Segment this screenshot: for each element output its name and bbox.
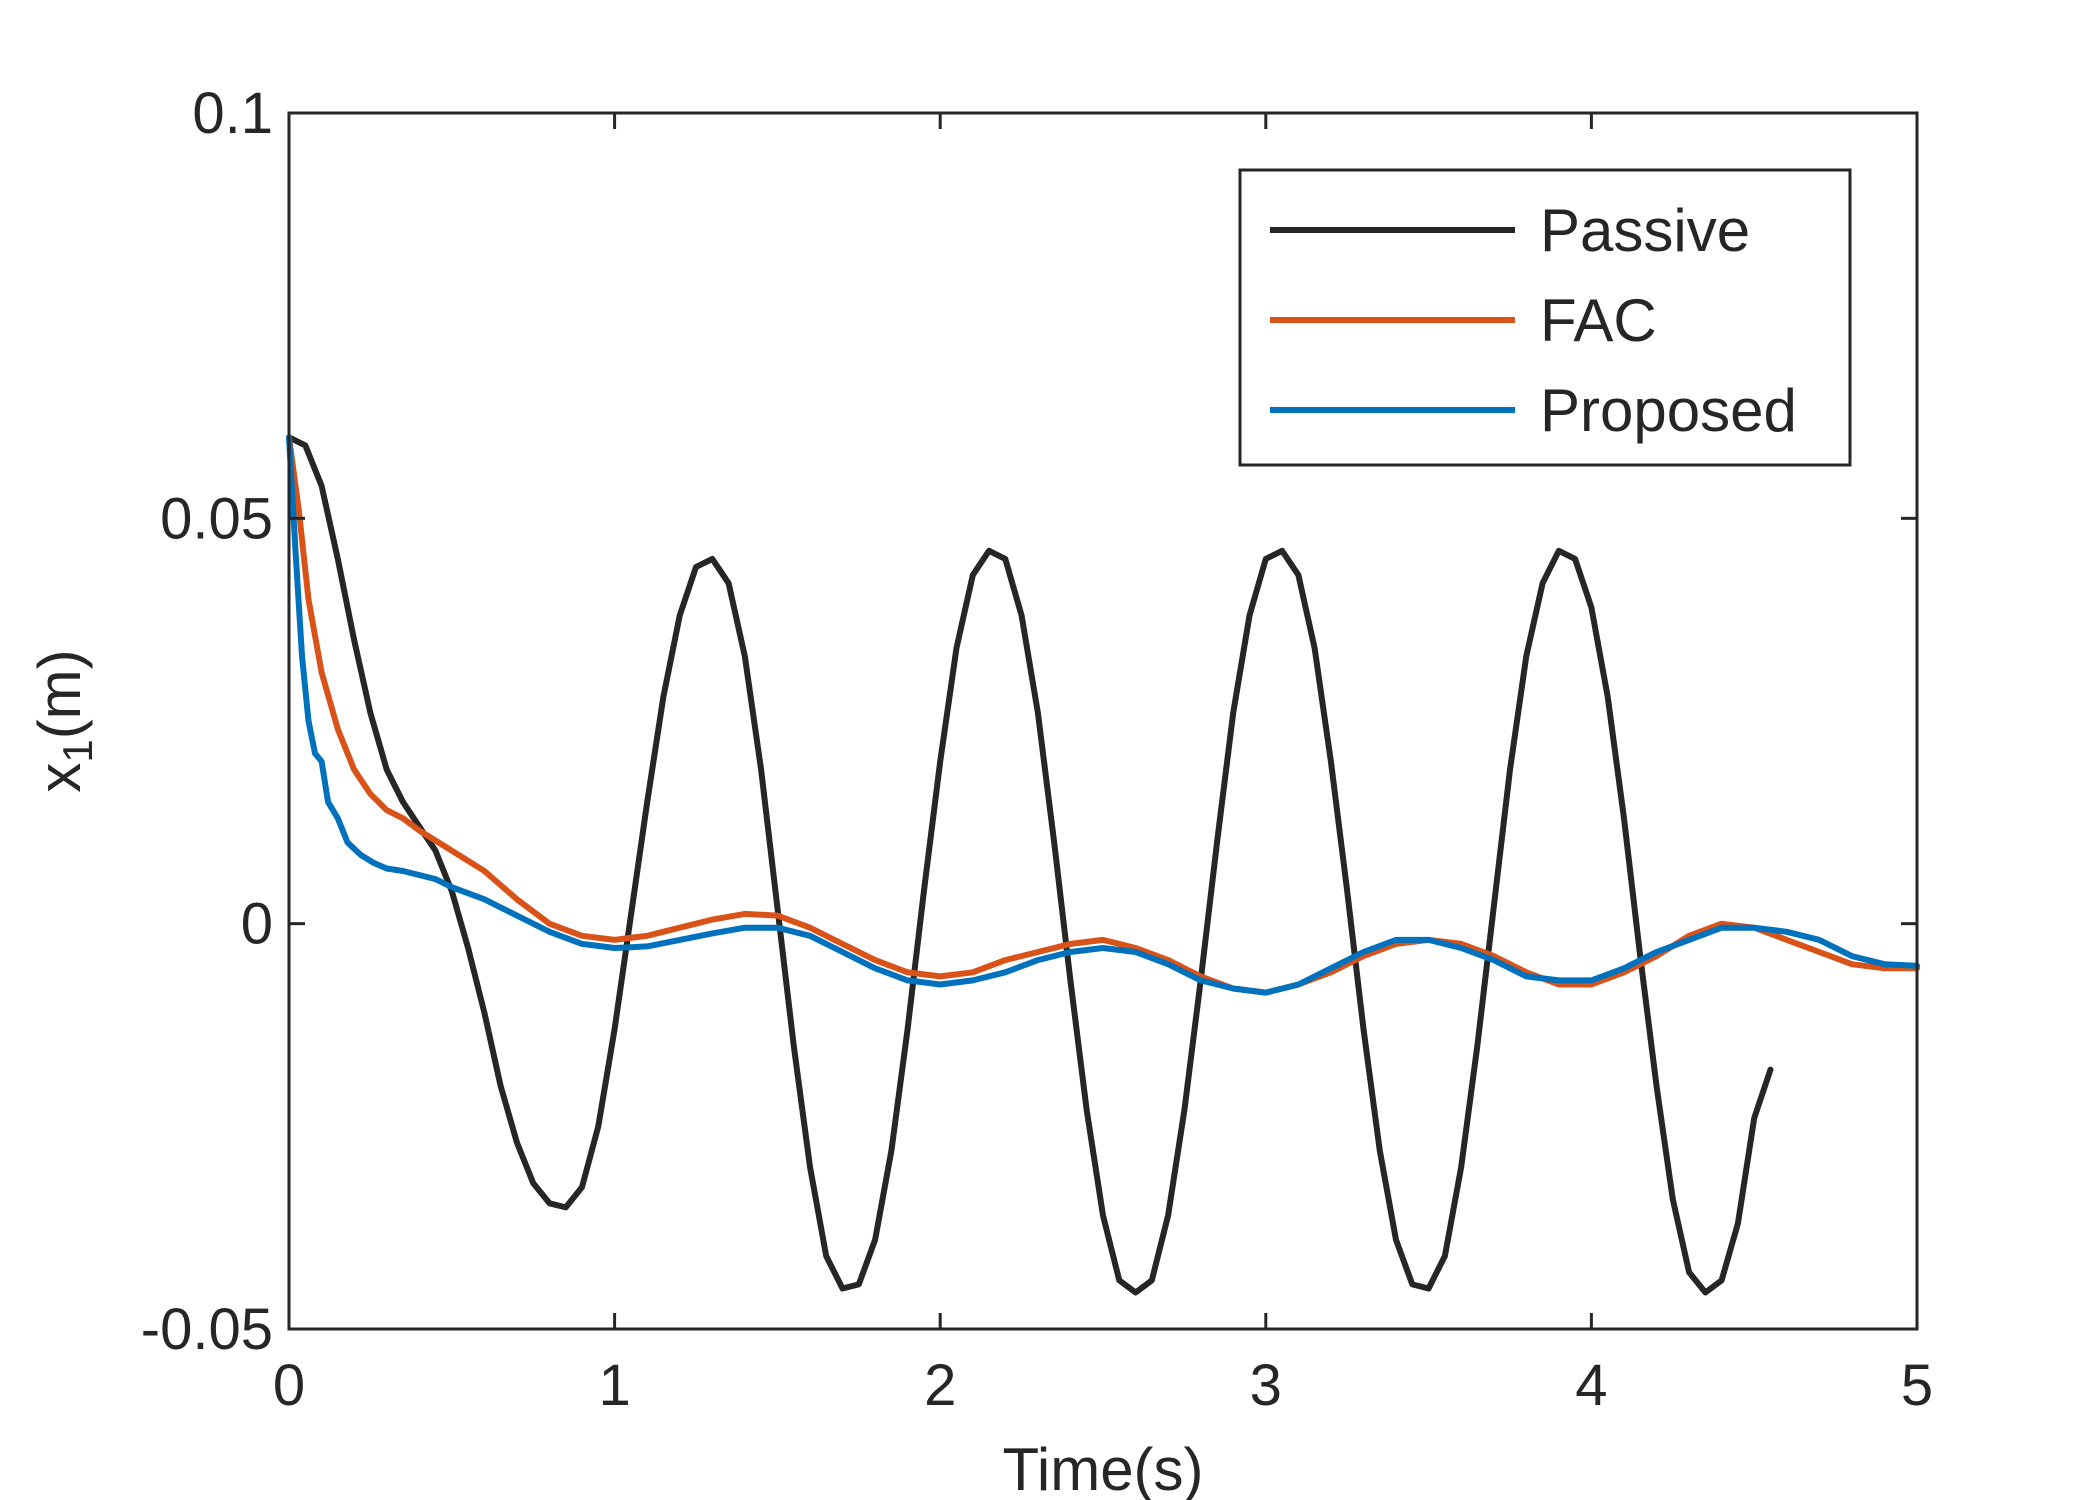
legend-label-proposed: Proposed xyxy=(1540,377,1797,444)
x-tick-label: 3 xyxy=(1250,1353,1282,1418)
y-tick-label: 0.05 xyxy=(160,486,273,551)
legend-label-fac: FAC xyxy=(1540,287,1657,354)
legend: Passive FAC Proposed xyxy=(1238,168,1852,467)
plot-area-frame xyxy=(287,111,1919,1331)
series-line-fac xyxy=(286,434,1920,996)
x-axis-title: Time(s) xyxy=(1002,1436,1203,1500)
y-axis-title-main: x xyxy=(26,763,93,793)
x-tick-label: 5 xyxy=(1901,1353,1933,1418)
y-tick-label: 0.1 xyxy=(192,81,273,146)
x-tick-label: 1 xyxy=(598,1353,630,1418)
y-axis-title: x1(m) xyxy=(26,649,101,792)
x-tick-label: 2 xyxy=(924,1353,956,1418)
y-tick-label: 0 xyxy=(241,892,273,957)
series-line-proposed xyxy=(286,434,1920,996)
series-layer xyxy=(286,434,1920,1296)
series-line-passive xyxy=(286,434,1774,1296)
y-axis-title-subscript: 1 xyxy=(54,739,101,762)
y-tick-label: -0.05 xyxy=(141,1297,273,1362)
legend-label-passive: Passive xyxy=(1540,197,1750,264)
x-tick-label: 4 xyxy=(1575,1353,1607,1418)
y-axis-title-unit: (m) xyxy=(26,649,93,739)
x-tick-label: 0 xyxy=(273,1353,305,1418)
